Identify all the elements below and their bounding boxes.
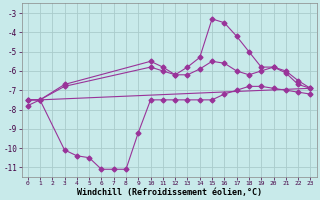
X-axis label: Windchill (Refroidissement éolien,°C): Windchill (Refroidissement éolien,°C) bbox=[76, 188, 261, 197]
